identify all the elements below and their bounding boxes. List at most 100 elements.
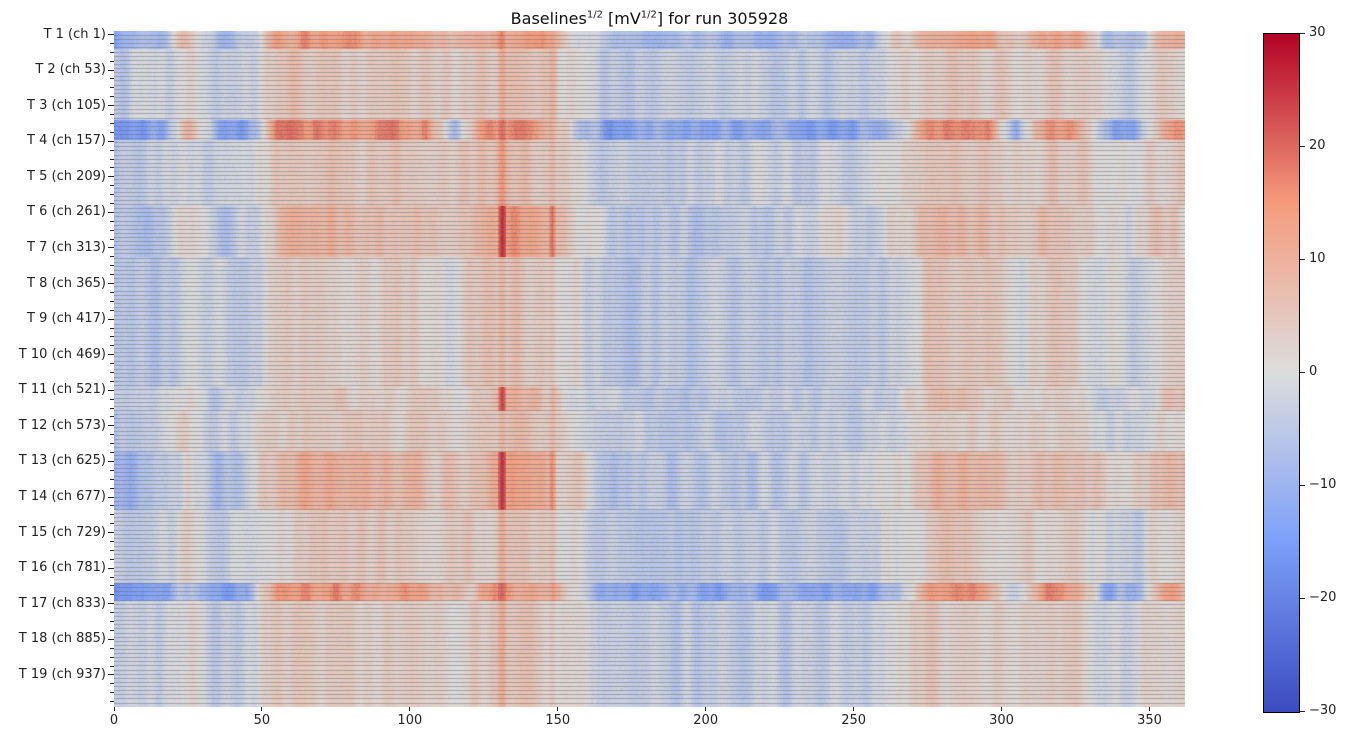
title-sup-2: 1/2: [640, 9, 657, 21]
y-tick-label: T 11 (ch 521): [18, 382, 106, 398]
colorbar-tick-label: 30: [1309, 25, 1326, 40]
x-tick: [1001, 707, 1003, 711]
y-minor-tick: [110, 487, 114, 489]
heatmap-canvas: [114, 31, 1185, 707]
y-tick-label: T 9 (ch 417): [27, 311, 106, 327]
y-minor-tick: [110, 469, 114, 471]
y-minor-tick: [110, 407, 114, 409]
y-minor-tick: [110, 167, 114, 169]
y-minor-tick: [110, 656, 114, 658]
y-minor-tick: [110, 443, 114, 445]
y-minor-tick: [110, 122, 114, 124]
title-sup-1: 1/2: [586, 9, 603, 21]
colorbar-tick: [1300, 258, 1305, 260]
colorbar-tick: [1300, 484, 1305, 486]
y-minor-tick: [110, 51, 114, 53]
y-tick-label: T 6 (ch 261): [27, 204, 106, 220]
y-minor-tick: [110, 327, 114, 329]
y-minor-tick: [110, 220, 114, 222]
x-tick: [409, 707, 411, 711]
y-minor-tick: [110, 576, 114, 578]
y-minor-tick: [110, 336, 114, 338]
y-tick-label: T 3 (ch 105): [27, 97, 106, 113]
x-tick-label: 250: [841, 713, 867, 728]
y-major-tick: [108, 105, 114, 107]
y-minor-tick: [110, 131, 114, 133]
y-major-tick: [108, 567, 114, 569]
y-tick-label: T 2 (ch 53): [35, 62, 106, 78]
colorbar-tick-label: 20: [1309, 138, 1326, 153]
y-minor-tick: [110, 265, 114, 267]
colorbar-tick: [1300, 371, 1305, 373]
y-minor-tick: [110, 194, 114, 196]
y-minor-tick: [110, 238, 114, 240]
y-minor-tick: [110, 300, 114, 302]
y-minor-tick: [110, 114, 114, 116]
y-minor-tick: [110, 149, 114, 151]
y-minor-tick: [110, 87, 114, 89]
y-minor-tick: [110, 621, 114, 623]
y-major-tick: [108, 247, 114, 249]
y-major-tick: [108, 318, 114, 320]
title-text-2: [mV: [602, 9, 641, 28]
y-major-tick: [108, 674, 114, 676]
colorbar-tick: [1300, 145, 1305, 147]
y-major-tick: [108, 603, 114, 605]
y-major-tick: [108, 496, 114, 498]
y-major-tick: [108, 211, 114, 213]
x-tick-label: 50: [253, 713, 271, 728]
x-tick-label: 150: [545, 713, 571, 728]
x-tick: [853, 707, 855, 711]
y-tick-label: T 19 (ch 937): [18, 666, 106, 682]
y-minor-tick: [110, 42, 114, 44]
colorbar-tick-label: −10: [1309, 477, 1337, 492]
y-minor-tick: [110, 229, 114, 231]
y-major-tick: [108, 354, 114, 356]
y-minor-tick: [110, 665, 114, 667]
y-minor-tick: [110, 701, 114, 703]
colorbar-tick: [1300, 32, 1305, 34]
y-minor-tick: [110, 416, 114, 418]
x-tick-label: 300: [989, 713, 1014, 728]
y-tick-label: T 16 (ch 781): [18, 560, 106, 576]
y-tick-label: T 17 (ch 833): [18, 595, 106, 611]
y-minor-tick: [110, 478, 114, 480]
chart-title: Baselines1/2 [mV1/2] for run 305928: [114, 9, 1185, 28]
title-text-1: Baselines: [510, 9, 587, 28]
x-tick-label: 350: [1137, 713, 1162, 728]
y-major-tick: [108, 34, 114, 35]
x-tick: [705, 707, 707, 711]
x-tick-label: 0: [109, 713, 119, 728]
y-major-tick: [108, 283, 114, 285]
y-minor-tick: [110, 309, 114, 311]
y-minor-tick: [110, 372, 114, 373]
y-minor-tick: [110, 363, 114, 365]
colorbar-tick: [1300, 710, 1305, 712]
y-minor-tick: [110, 274, 114, 276]
y-minor-tick: [110, 549, 114, 551]
y-minor-tick: [110, 256, 114, 258]
y-tick-label: T 15 (ch 729): [18, 524, 106, 540]
y-minor-tick: [110, 203, 114, 204]
colorbar-tick: [1300, 597, 1305, 599]
y-major-tick: [108, 140, 114, 142]
y-tick-label: T 13 (ch 625): [18, 453, 106, 469]
colorbar-tick-label: 10: [1309, 251, 1326, 266]
y-major-tick: [108, 532, 114, 534]
y-tick-label: T 12 (ch 573): [18, 417, 106, 433]
y-tick-label: T 8 (ch 365): [27, 275, 106, 291]
y-minor-tick: [110, 291, 114, 293]
colorbar-tick-label: −20: [1309, 590, 1337, 605]
colorbar: [1263, 33, 1300, 713]
y-tick-label: T 4 (ch 157): [27, 133, 106, 149]
y-tick-label: T 18 (ch 885): [18, 631, 106, 647]
x-tick-label: 100: [397, 713, 423, 728]
y-minor-tick: [110, 594, 114, 596]
y-tick-label: T 7 (ch 313): [27, 239, 106, 255]
y-minor-tick: [110, 345, 114, 347]
x-tick: [113, 707, 115, 711]
x-tick: [1148, 707, 1150, 711]
y-major-tick: [108, 69, 114, 71]
y-major-tick: [108, 176, 114, 178]
